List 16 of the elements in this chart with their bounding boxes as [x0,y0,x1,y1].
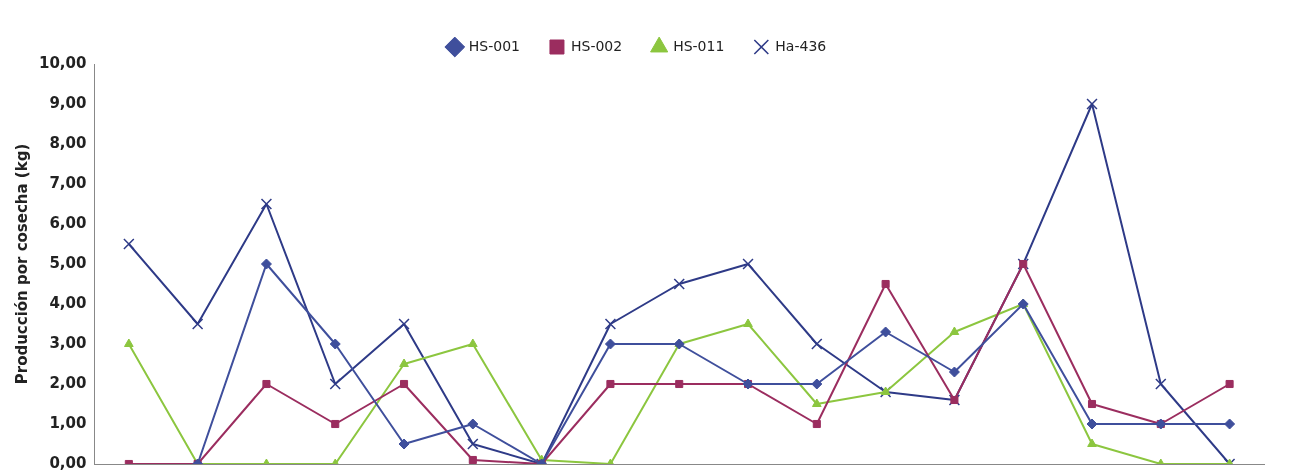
y-tick-label: 5,00 [49,253,87,272]
y-tick-label: 10,00 [38,53,87,72]
legend-label: HS-001 [468,37,520,54]
legend-label: Ha-436 [775,37,827,54]
legend-label: HS-002 [570,37,623,54]
y-tick-label: 3,00 [49,333,87,352]
y-tick-label: 7,00 [49,173,87,192]
y-tick-label: 8,00 [49,133,87,152]
y-tick-label: 6,00 [49,213,87,232]
legend-label: HS-011 [673,37,725,54]
y-tick-label: 9,00 [49,93,87,112]
y-tick-label: 2,00 [49,373,87,392]
y-tick-label: 1,00 [49,413,87,432]
y-axis-title: Producción por cosecha (kg) [12,143,31,385]
y-tick-label: 4,00 [49,293,87,312]
y-tick-label: 0,00 [49,453,87,472]
